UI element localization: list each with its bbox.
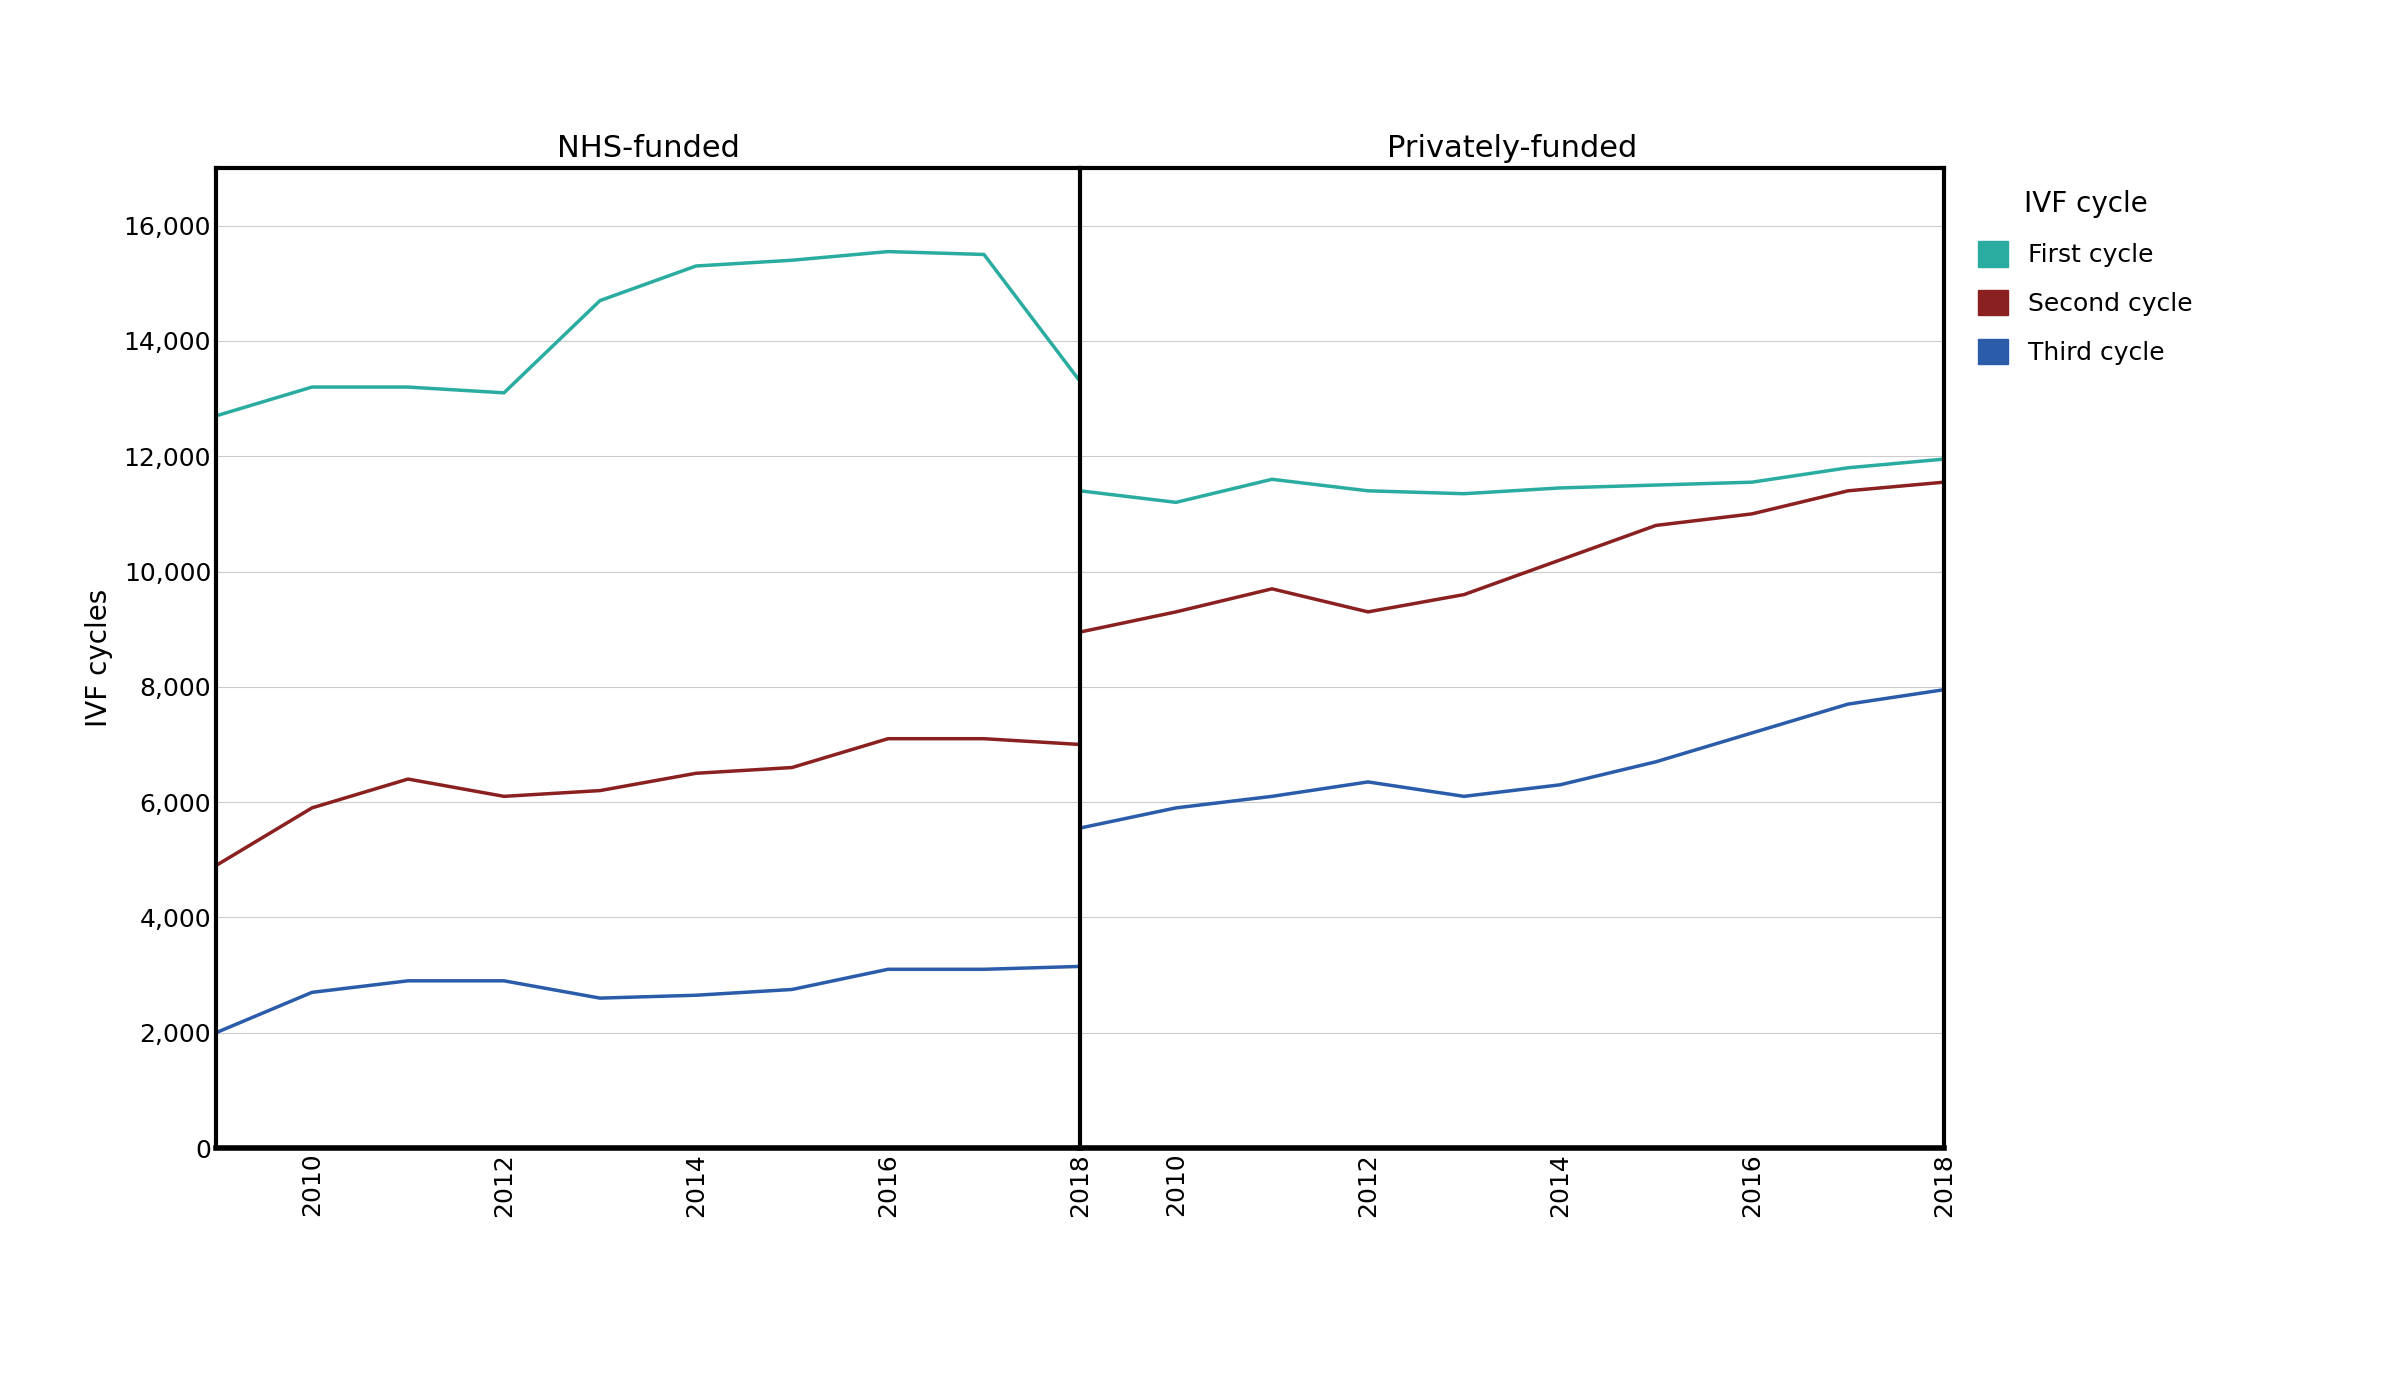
Second cycle: [1834, 483, 1862, 500]
Second cycle: [1450, 587, 1478, 603]
Third cycle: [1162, 799, 1190, 816]
Second cycle: [1354, 603, 1382, 620]
Title: Privately-funded: Privately-funded: [1387, 134, 1637, 162]
First cycle: [1930, 451, 1958, 468]
First cycle: [1354, 483, 1382, 500]
Title: NHS-funded: NHS-funded: [557, 134, 739, 162]
Line: First cycle: First cycle: [1080, 459, 1944, 503]
Third cycle: [1642, 753, 1670, 770]
First cycle: [1546, 480, 1574, 497]
Second cycle: [1930, 473, 1958, 490]
Second cycle: [1546, 552, 1574, 568]
Legend: First cycle, Second cycle, Third cycle: First cycle, Second cycle, Third cycle: [1968, 181, 2203, 375]
Third cycle: [1354, 774, 1382, 791]
Second cycle: [1738, 505, 1766, 522]
Third cycle: [1930, 682, 1958, 699]
First cycle: [1258, 470, 1286, 487]
Third cycle: [1258, 788, 1286, 805]
Y-axis label: IVF cycles: IVF cycles: [84, 589, 113, 727]
Second cycle: [1066, 623, 1094, 640]
Second cycle: [1162, 603, 1190, 620]
First cycle: [1162, 494, 1190, 511]
Third cycle: [1546, 777, 1574, 794]
Second cycle: [1642, 517, 1670, 533]
Third cycle: [1738, 725, 1766, 742]
First cycle: [1834, 459, 1862, 476]
First cycle: [1642, 476, 1670, 493]
Third cycle: [1834, 696, 1862, 713]
Line: Second cycle: Second cycle: [1080, 482, 1944, 631]
First cycle: [1450, 486, 1478, 503]
First cycle: [1066, 483, 1094, 500]
Second cycle: [1258, 581, 1286, 598]
Third cycle: [1066, 819, 1094, 836]
First cycle: [1738, 473, 1766, 490]
Line: Third cycle: Third cycle: [1080, 690, 1944, 827]
Third cycle: [1450, 788, 1478, 805]
